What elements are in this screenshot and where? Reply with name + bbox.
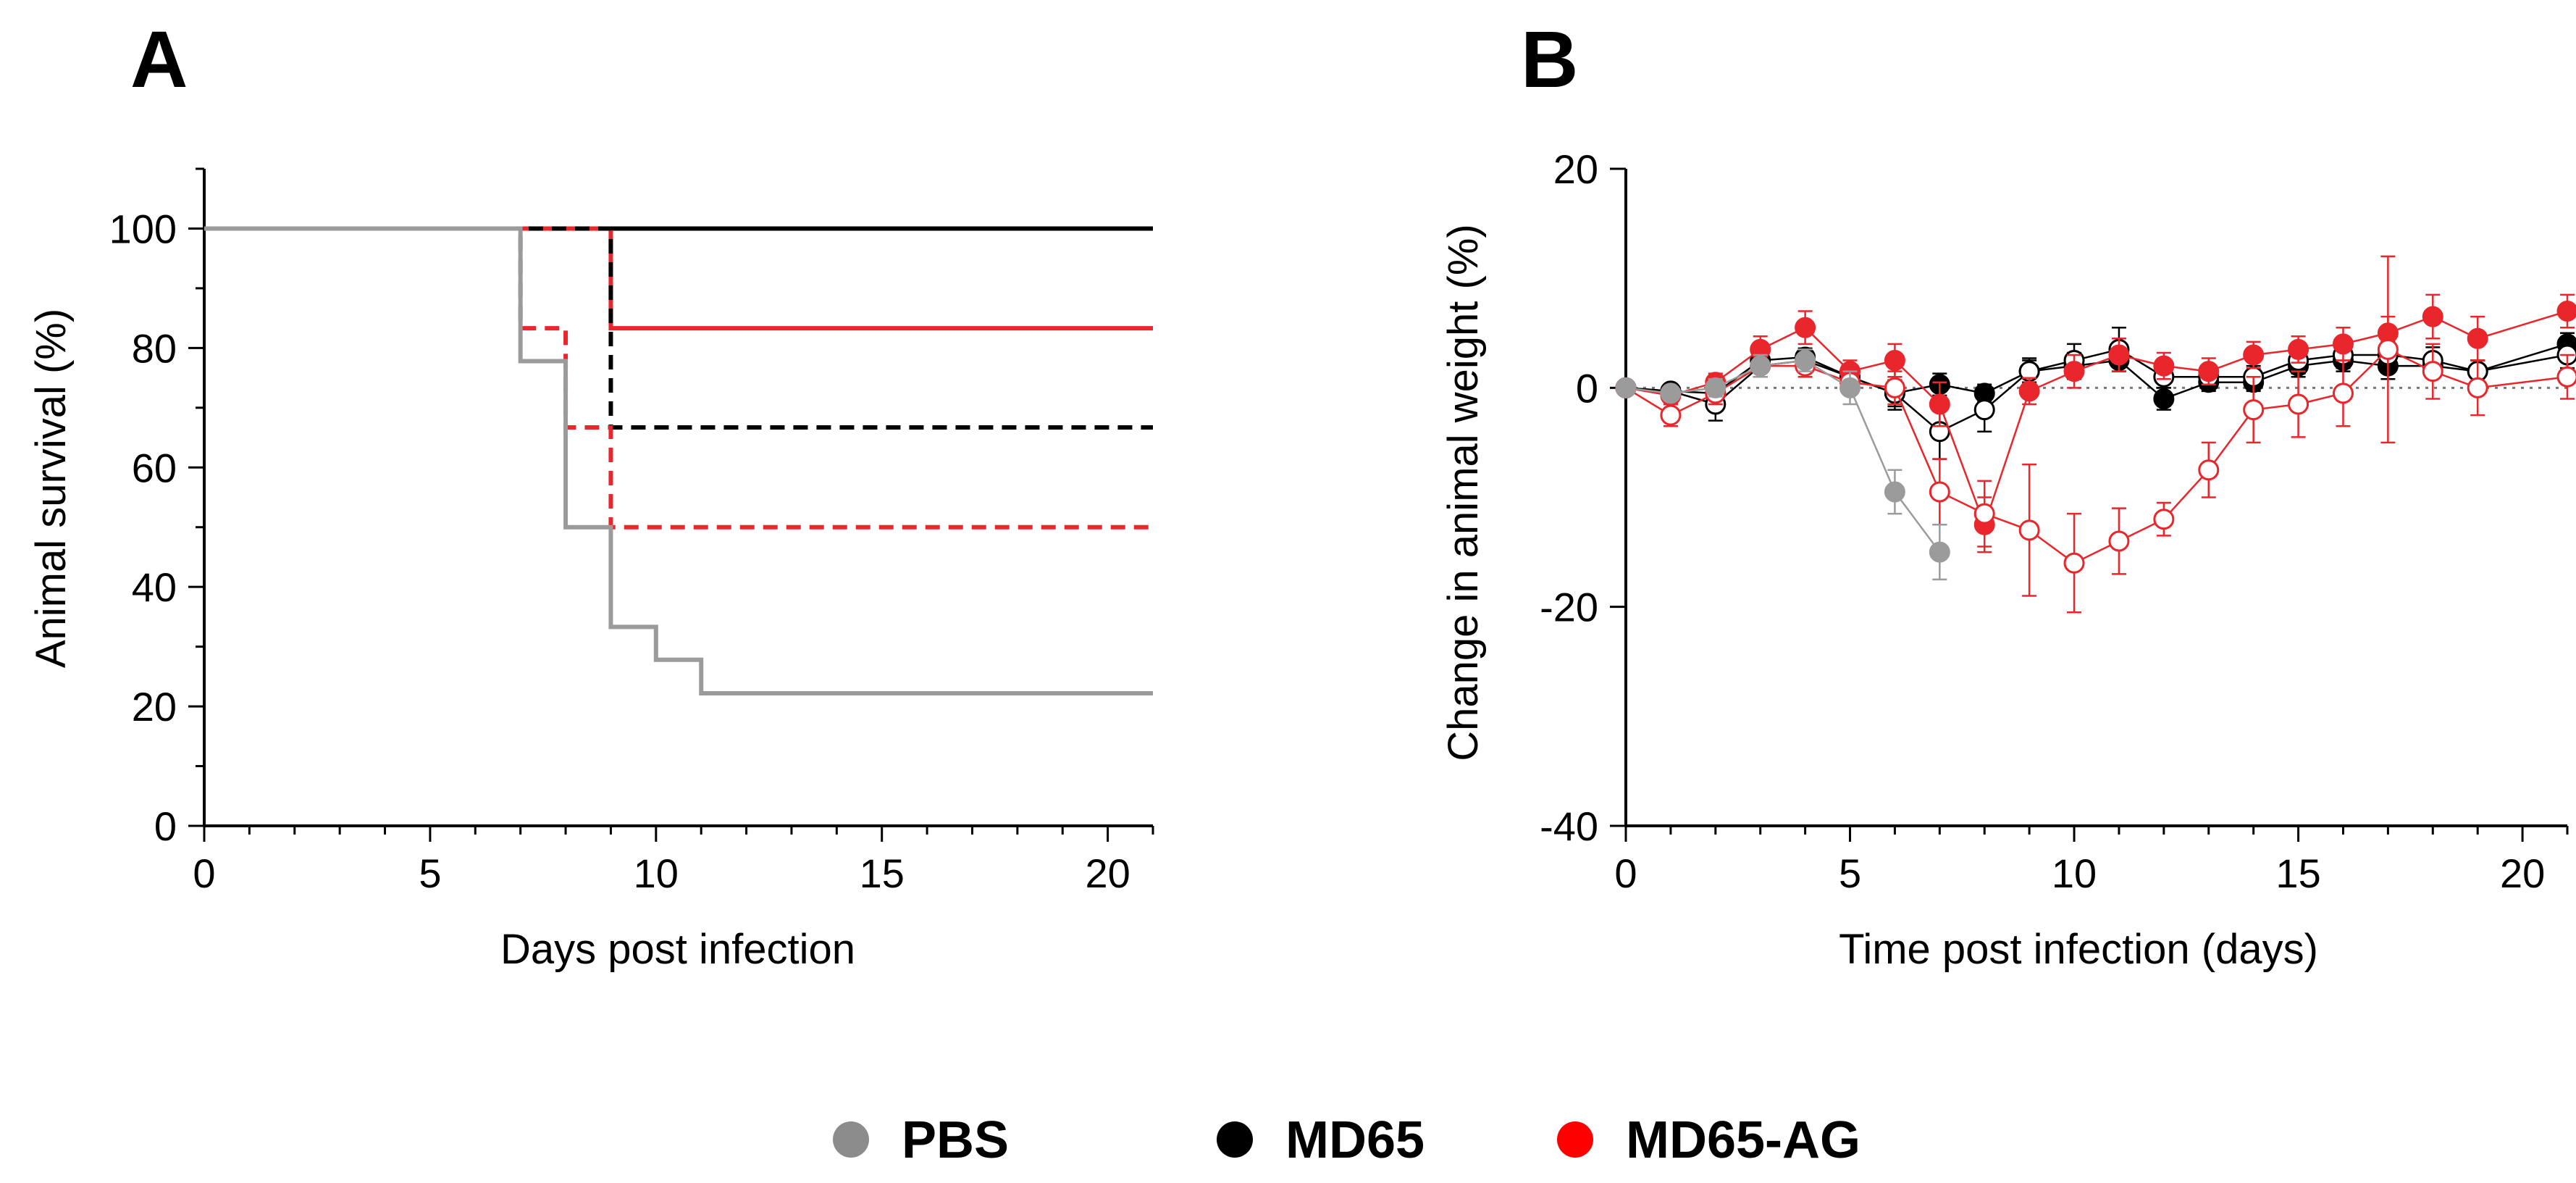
weight-y-axis-title: Change in animal weight (%) <box>1440 224 1487 761</box>
survival-y-tick-label: 100 <box>109 206 177 251</box>
survival-y-tick-label: 80 <box>132 325 177 371</box>
weight-point-md65-ag <box>2422 306 2443 327</box>
survival-series-md65-ag <box>204 226 1153 331</box>
weight-axes: 0 5 10 15 20 -40 -20 0 20 <box>1540 146 2569 896</box>
weight-point-md65-ag-open <box>2198 459 2220 481</box>
weight-point-md65-ag <box>2153 355 2175 377</box>
weight-point-md65-open <box>1973 399 1995 421</box>
weight-point-md65-ag-open <box>2422 361 2443 383</box>
survival-x-tick-label: 15 <box>860 850 905 896</box>
weight-point-md65-ag <box>1795 317 1816 338</box>
weight-point-pbs <box>1839 377 1861 398</box>
survival-series <box>204 226 1153 695</box>
legend-marker-pbs <box>833 1121 869 1158</box>
weight-point-md65-ag <box>2198 361 2220 383</box>
weight-point-md65-ag-open <box>2153 509 2175 530</box>
weight-point-pbs <box>1705 377 1727 398</box>
weight-point-pbs <box>1884 481 1905 503</box>
weight-x-tick-label: 20 <box>2500 850 2545 896</box>
weight-point-md65 <box>2153 388 2175 409</box>
weight-x-axis-title: Time post infection (days) <box>1839 926 2318 973</box>
weight-point-md65-ag <box>2018 380 2040 402</box>
weight-point-md65-ag-open <box>1884 377 1905 398</box>
weight-point-md65-ag <box>2243 344 2265 366</box>
weight-x-tick-label: 5 <box>1839 850 1861 896</box>
weight-point-pbs <box>1615 377 1637 398</box>
survival-y-tick-label: 0 <box>154 803 177 849</box>
survival-axes: 0 5 10 15 20 0 20 40 60 80 100 <box>109 167 1154 896</box>
weight-y-tick-label: 0 <box>1576 365 1598 411</box>
survival-chart: 0 5 10 15 20 0 20 40 60 80 100 Days post infection… <box>28 167 1154 973</box>
weight-point-md65-ag-open <box>2332 383 2354 404</box>
weight-point-md65-ag <box>1929 393 1950 415</box>
weight-y-tick-label: 20 <box>1553 146 1598 192</box>
weight-point-md65-ag-open <box>2063 552 2085 574</box>
weight-point-md65-ag <box>2332 333 2354 355</box>
survival-y-tick-label: 60 <box>132 445 177 490</box>
legend-marker-md65 <box>1217 1121 1253 1158</box>
weight-point-md65-ag-open <box>2467 377 2488 398</box>
survival-y-tick-label: 40 <box>132 564 177 610</box>
weight-x-tick-label: 15 <box>2275 850 2320 896</box>
weight-point-md65-ag <box>1884 350 1905 372</box>
survival-series-md65-ag-dashed <box>204 226 1153 530</box>
weight-point-md65-ag <box>2063 361 2085 383</box>
weight-series-line-md65-ag-open <box>1625 348 2568 564</box>
panel-a-letter: A <box>130 15 188 104</box>
weight-x-tick-label: 10 <box>2052 850 2097 896</box>
survival-y-tick-label: 20 <box>132 684 177 730</box>
weight-point-md65-ag-open <box>2377 338 2399 360</box>
weight-point-pbs <box>1750 355 1771 377</box>
legend-marker-md65-ag <box>1557 1121 1593 1158</box>
survival-x-tick-label: 5 <box>419 850 441 896</box>
weight-point-md65-ag <box>2108 344 2130 366</box>
weight-point-md65-ag-open <box>1973 503 1995 524</box>
legend-label-md65-ag: MD65-AG <box>1626 1111 1860 1169</box>
survival-x-tick-label: 10 <box>634 850 679 896</box>
weight-point-md65-ag-open <box>2243 399 2265 421</box>
survival-y-axis-title: Animal survival (%) <box>28 309 75 668</box>
weight-point-md65-ag-open <box>2556 366 2576 388</box>
survival-x-tick-label: 20 <box>1085 850 1130 896</box>
weight-series <box>1615 255 2576 614</box>
legend-label-pbs: PBS <box>902 1111 1009 1169</box>
weight-y-tick-label: -40 <box>1540 803 1598 849</box>
weight-point-pbs <box>1660 383 1682 404</box>
weight-point-md65-ag-open <box>2018 519 2040 541</box>
weight-point-md65-ag <box>2556 301 2576 322</box>
panel-b-letter: B <box>1521 15 1578 104</box>
weight-point-md65-ag-open <box>2288 393 2309 415</box>
weight-point-md65-ag-open <box>1660 404 1682 426</box>
weight-chart: 0 5 10 15 20 -40 -20 0 20 Time post infection (d… <box>1440 146 2576 973</box>
legend-label-md65: MD65 <box>1285 1111 1425 1169</box>
legend: PBS MD65 MD65-AG <box>833 1111 1860 1169</box>
weight-point-md65-ag <box>2467 327 2488 349</box>
weight-point-pbs <box>1795 350 1816 372</box>
weight-point-md65-ag-open <box>2108 530 2130 552</box>
survival-x-axis-title: Days post infection <box>500 926 855 973</box>
weight-point-pbs <box>1929 541 1950 563</box>
survival-series-pbs <box>204 226 1153 695</box>
weight-x-tick-label: 0 <box>1614 850 1637 896</box>
weight-point-md65-ag-open <box>1929 481 1950 503</box>
weight-y-tick-label: -20 <box>1540 585 1598 630</box>
survival-x-tick-label: 0 <box>193 850 215 896</box>
weight-point-md65-ag <box>2288 338 2309 360</box>
